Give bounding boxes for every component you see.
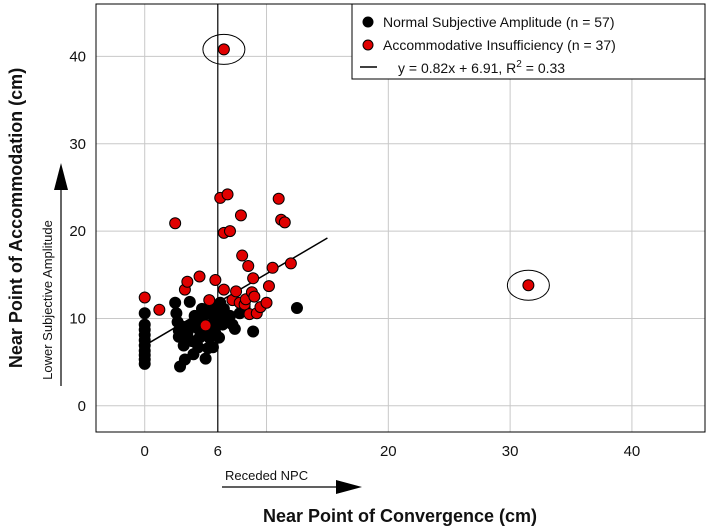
data-point-normal <box>138 307 151 320</box>
y-tick-label: 30 <box>69 136 86 153</box>
legend-box <box>351 3 706 80</box>
data-point-ai <box>236 249 249 262</box>
data-point-ai <box>248 290 261 303</box>
legend-marker-ai <box>362 39 374 51</box>
data-point-normal <box>199 352 212 365</box>
data-point-normal <box>183 295 196 308</box>
x-direction-arrow <box>222 480 362 494</box>
data-point-ai <box>223 225 236 238</box>
data-point-ai <box>234 209 247 222</box>
legend-label-normal: Normal Subjective Amplitude (n = 57) <box>383 14 615 30</box>
x-tick-label: 20 <box>380 443 397 460</box>
data-point-ai <box>522 279 535 292</box>
data-point-ai <box>199 319 212 332</box>
y-tick-label: 0 <box>78 398 86 415</box>
data-point-ai <box>203 294 216 307</box>
data-point-ai <box>181 275 194 288</box>
outlier-ring <box>506 269 550 301</box>
legend-label-ai: Accommodative Insufficiency (n = 37) <box>383 37 616 53</box>
data-point-ai <box>262 280 275 293</box>
data-point-ai <box>169 217 182 230</box>
data-point-ai <box>278 216 291 229</box>
data-point-ai <box>260 296 273 309</box>
data-point-normal <box>228 322 241 335</box>
data-points <box>138 43 535 373</box>
data-point-ai <box>193 270 206 283</box>
y-axis-title: Near Point of Accommodation (cm) <box>6 68 26 368</box>
x-axis-title: Near Point of Convergence (cm) <box>263 506 537 526</box>
y-tick-label: 40 <box>69 48 86 65</box>
data-point-normal <box>290 301 303 314</box>
x-tick-label: 30 <box>502 443 519 460</box>
outlier-ring <box>202 33 246 65</box>
outlier-highlight-rings <box>202 33 550 301</box>
data-point-normal <box>138 318 151 331</box>
data-point-ai <box>153 303 166 316</box>
data-point-ai <box>242 260 255 273</box>
vertical-reference-label: 6 <box>214 443 222 460</box>
legend: Normal Subjective Amplitude (n = 57) Acc… <box>351 3 706 80</box>
x-direction-label: Receded NPC <box>225 468 308 483</box>
data-point-ai <box>272 192 285 205</box>
x-tick-label: 40 <box>624 443 641 460</box>
y-direction-label: Lower Subjective Amplitude <box>40 220 55 380</box>
data-point-ai <box>209 274 222 287</box>
data-point-ai <box>138 291 151 304</box>
data-point-normal <box>247 325 260 338</box>
data-point-ai <box>217 43 230 56</box>
data-point-normal <box>206 341 219 354</box>
data-point-ai <box>217 283 230 296</box>
data-point-normal <box>213 331 226 344</box>
y-tick-label: 20 <box>69 223 86 240</box>
data-point-ai <box>230 285 243 298</box>
x-tick-label: 0 <box>141 443 149 460</box>
data-point-normal <box>178 353 191 366</box>
data-point-ai <box>266 261 279 274</box>
y-tick-labels: 0 10 20 30 40 <box>69 48 86 414</box>
legend-label-regression: y = 0.82x + 6.91, R2 = 0.33 <box>398 59 565 76</box>
data-point-ai <box>221 188 234 201</box>
x-tick-labels: 0 20 30 40 <box>141 443 641 460</box>
y-tick-label: 10 <box>69 310 86 327</box>
data-point-normal <box>169 296 182 309</box>
y-direction-arrow <box>54 163 68 386</box>
legend-marker-normal <box>362 16 374 28</box>
data-point-ai <box>247 272 260 285</box>
data-point-ai <box>284 257 297 270</box>
